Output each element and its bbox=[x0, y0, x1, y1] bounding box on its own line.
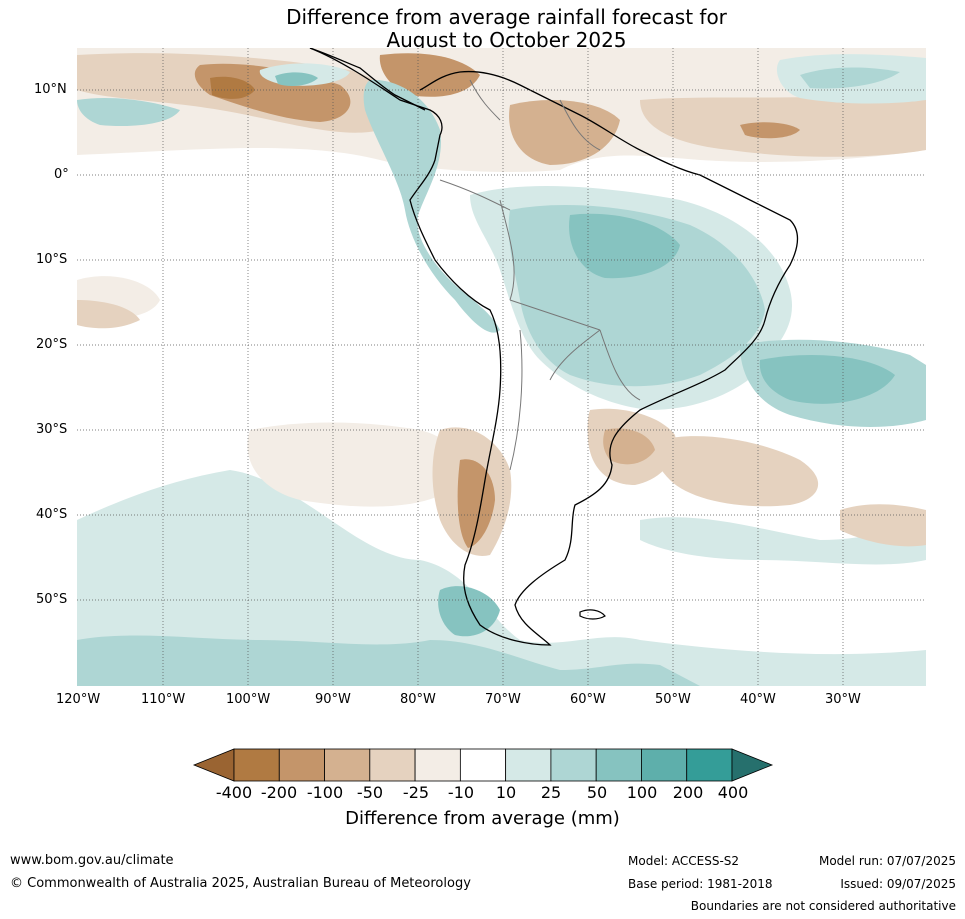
anomaly-region-venezuela-dry bbox=[509, 100, 620, 165]
colorbar-cell bbox=[414, 748, 461, 782]
south-america-coastline bbox=[309, 48, 799, 646]
anomaly-region-far-south-atlantic-wet bbox=[640, 517, 926, 565]
anomaly-region-east-pacific-dry bbox=[247, 422, 460, 507]
colorbar-label: 50 bbox=[586, 783, 608, 802]
colorbar-cell bbox=[550, 748, 597, 782]
colorbar-cell bbox=[324, 748, 371, 782]
anomaly-region-far-east-atlantic-dry bbox=[840, 504, 926, 547]
colorbar-label: 10 bbox=[495, 783, 517, 802]
colorbar bbox=[192, 748, 774, 782]
anomaly-region-east-pacific-dry-core bbox=[210, 76, 255, 99]
footer-disclaimer: Boundaries are not considered authoritat… bbox=[690, 899, 956, 913]
anomaly-region-tierra-del-fuego-wet bbox=[438, 586, 500, 637]
colorbar-label: -10 bbox=[447, 783, 475, 802]
lon-tick-label: 60°W bbox=[570, 692, 606, 707]
anomaly-region-southeast-brazil-wet-core bbox=[759, 355, 895, 404]
anomaly-region-caribbean-wet-core bbox=[275, 72, 318, 86]
gridlines bbox=[77, 48, 926, 686]
lat-tick-label: 0° bbox=[54, 167, 69, 182]
colorbar-label: 200 bbox=[672, 783, 704, 802]
anomaly-region-colombia-dry bbox=[379, 53, 480, 97]
lat-tick-label: 30°S bbox=[36, 422, 68, 437]
colorbar-label: 100 bbox=[626, 783, 658, 802]
footer-website-link[interactable]: www.bom.gov.au/climate bbox=[10, 853, 174, 868]
colorbar-label: -25 bbox=[402, 783, 430, 802]
anomaly-region-south-atlantic-dry bbox=[654, 436, 819, 507]
lon-tick-label: 50°W bbox=[655, 692, 691, 707]
lon-tick-label: 40°W bbox=[740, 692, 776, 707]
colorbar-label: -100 bbox=[306, 783, 344, 802]
lon-tick-label: 90°W bbox=[315, 692, 351, 707]
colorbar-label: -400 bbox=[215, 783, 253, 802]
colorbar-cell bbox=[233, 748, 280, 782]
colorbar-cells bbox=[233, 748, 733, 782]
colorbar-cell bbox=[369, 748, 416, 782]
anomaly-region-atlantic-itcz-dry-core bbox=[740, 122, 800, 139]
colorbar-cell bbox=[278, 748, 325, 782]
lat-tick-label: 40°S bbox=[36, 507, 68, 522]
country-boundaries bbox=[439, 79, 641, 471]
footer-issued: Issued: 09/07/2025 bbox=[840, 877, 956, 891]
map-title-line-1: Difference from average rainfall forecas… bbox=[286, 5, 727, 29]
falkland-islands bbox=[579, 609, 606, 620]
lon-tick-label: 80°W bbox=[400, 692, 436, 707]
colorbar-extend-low bbox=[192, 748, 235, 782]
colorbar-cell bbox=[459, 748, 507, 782]
colorbar-cell bbox=[686, 748, 733, 782]
anomaly-region-colombia-wet bbox=[363, 79, 500, 333]
map-area bbox=[77, 48, 926, 686]
anomaly-region-amazon-wet-core bbox=[569, 213, 680, 279]
anomaly-region-southeast-pacific-wet bbox=[77, 470, 926, 686]
colorbar-title: Difference from average (mm) bbox=[345, 808, 620, 829]
footer-copyright: © Commonwealth of Australia 2025, Austra… bbox=[10, 876, 471, 891]
anomaly-region-uruguay-dry-core bbox=[603, 428, 655, 465]
colorbar-label: 25 bbox=[540, 783, 562, 802]
anomaly-region-chile-dry-core bbox=[457, 459, 495, 548]
colorbar-cell bbox=[595, 748, 642, 782]
anomaly-region-south-pacific-wet-25 bbox=[77, 635, 700, 686]
lon-tick-label: 70°W bbox=[485, 692, 521, 707]
footer-base-period: Base period: 1981-2018 bbox=[628, 877, 773, 891]
colorbar-label: -200 bbox=[260, 783, 298, 802]
anomaly-region-brazil-wet-25 bbox=[508, 205, 765, 387]
central-america-coastline bbox=[309, 48, 426, 111]
colorbar-label: -50 bbox=[356, 783, 384, 802]
colorbar-extend-high bbox=[731, 748, 774, 782]
anomaly-region-east-tropical-pacific-wet bbox=[77, 98, 180, 127]
anomaly-region-west-atlantic-wet-core bbox=[800, 67, 900, 89]
colorbar-cell bbox=[641, 748, 688, 782]
lon-tick-label: 30°W bbox=[825, 692, 861, 707]
lat-tick-label: 50°S bbox=[36, 592, 68, 607]
colorbar-label: 400 bbox=[717, 783, 749, 802]
footer-model-run: Model run: 07/07/2025 bbox=[818, 854, 956, 868]
colorbar-cell bbox=[505, 748, 552, 782]
lat-tick-label: 20°S bbox=[36, 337, 68, 352]
lon-tick-label: 120°W bbox=[56, 692, 101, 707]
footer-model: Model: ACCESS-S2 bbox=[628, 854, 740, 868]
lat-tick-label: 10°S bbox=[36, 252, 68, 267]
lat-tick-label: 10°N bbox=[34, 82, 67, 97]
lon-tick-label: 110°W bbox=[141, 692, 186, 707]
anomaly-region-tropical-pacific-dry-25 bbox=[77, 300, 140, 329]
lon-tick-label: 100°W bbox=[226, 692, 271, 707]
